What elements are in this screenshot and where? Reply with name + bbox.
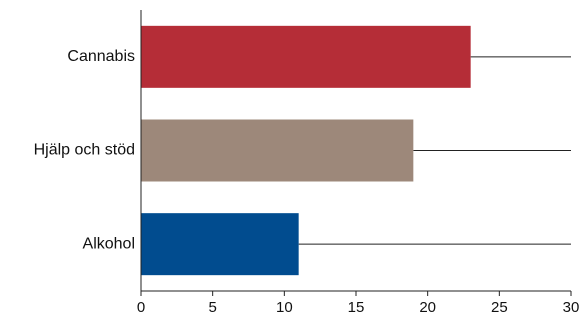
x-tick-label-2: 10 xyxy=(276,299,293,316)
category-label-0: Cannabis xyxy=(67,48,135,65)
bars xyxy=(141,25,471,276)
bar-1 xyxy=(141,119,414,182)
category-label-1: Hjälp och stöd xyxy=(34,142,135,159)
x-tick-label-3: 15 xyxy=(348,299,365,316)
x-tick-label-5: 25 xyxy=(491,299,508,316)
bar-0 xyxy=(141,25,471,88)
x-axis-ticks: 0 5 10 15 20 25 30 xyxy=(137,291,580,316)
x-tick-label-0: 0 xyxy=(137,299,145,316)
x-tick-label-1: 5 xyxy=(208,299,216,316)
bar-reference-lines xyxy=(298,56,571,245)
category-labels: Cannabis Hjälp och stöd Alkohol xyxy=(34,48,135,252)
bar-2 xyxy=(141,213,299,276)
category-label-2: Alkohol xyxy=(83,235,135,252)
x-tick-label-6: 30 xyxy=(563,299,580,316)
x-tick-label-4: 20 xyxy=(419,299,436,316)
